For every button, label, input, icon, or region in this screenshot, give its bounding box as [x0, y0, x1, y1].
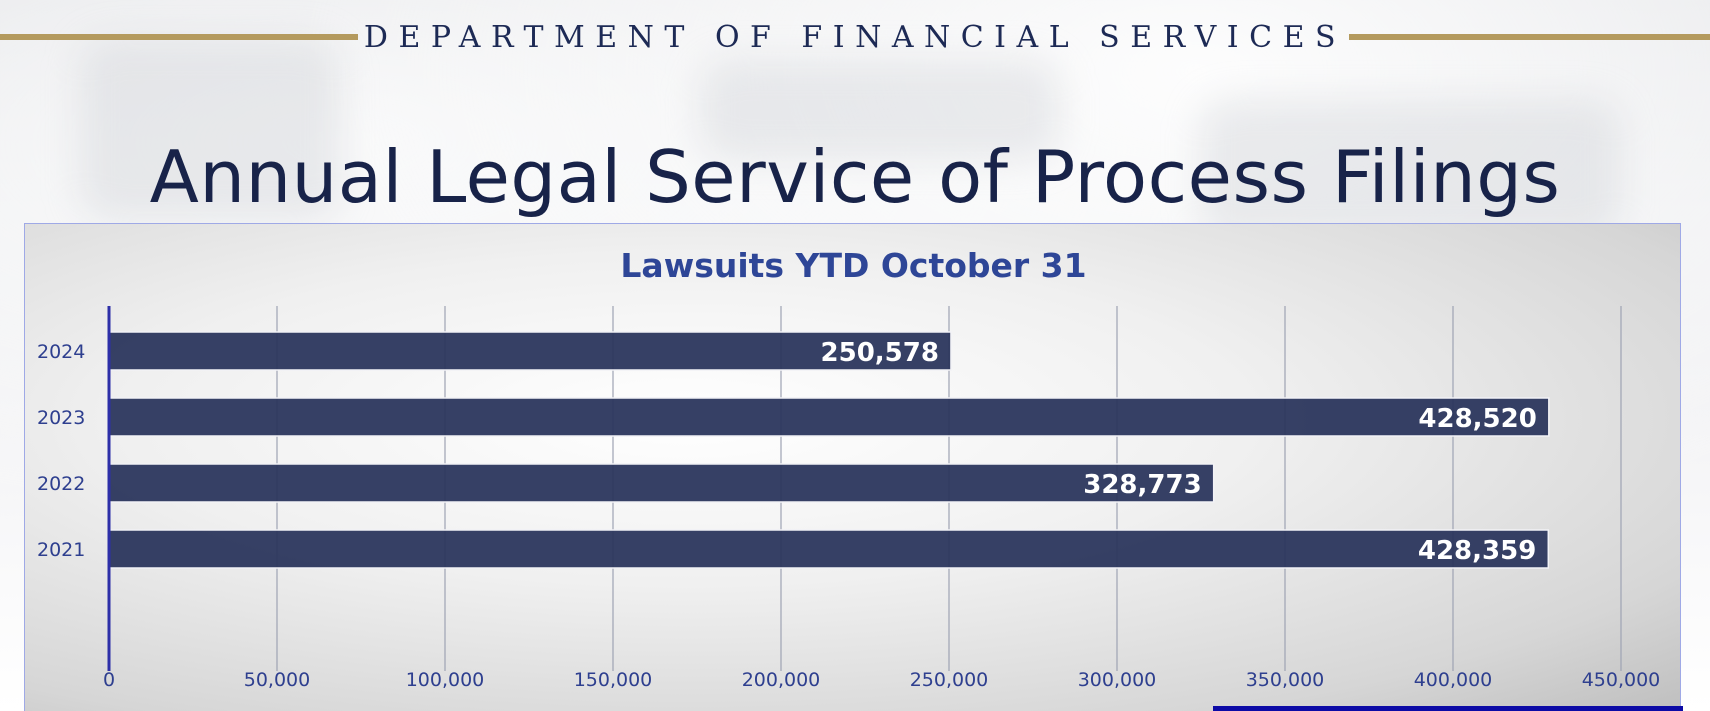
bar-2022: [108, 463, 1215, 503]
data-label: 428,359: [1418, 536, 1536, 566]
page-title: Annual Legal Service of Process Filings: [149, 135, 1561, 219]
bar-chart: 0 50,000 100,000 150,000 200,000 250,000 300,0…: [37, 306, 1661, 691]
header-rule-right: [1349, 34, 1710, 40]
chart-title: Lawsuits YTD October 31: [620, 246, 1087, 285]
x-tick-label: 200,000: [742, 669, 821, 691]
x-tick-label: 300,000: [1078, 669, 1157, 691]
x-tick-label: 350,000: [1246, 669, 1325, 691]
x-tick-label: 450,000: [1582, 669, 1661, 691]
y-tick-label: 2023: [37, 407, 85, 429]
x-tick-label: 150,000: [574, 669, 653, 691]
y-tick-label: 2024: [37, 341, 85, 363]
x-tick-label: 0: [103, 669, 115, 691]
x-tick-label: 100,000: [406, 669, 485, 691]
accent-bar: [1213, 706, 1683, 711]
background-shape: [1200, 100, 1620, 240]
background-shape: [80, 40, 340, 220]
y-tick-label: 2022: [37, 473, 85, 495]
data-label: 328,773: [1083, 470, 1201, 500]
y-tick-label: 2021: [37, 539, 85, 561]
department-name: DEPARTMENT OF FINANCIAL SERVICES: [363, 20, 1347, 55]
chart-panel: 0 50,000 100,000 150,000 200,000 250,000 300,0…: [24, 223, 1681, 711]
x-tick-label: 400,000: [1414, 669, 1493, 691]
x-tick-label: 250,000: [910, 669, 989, 691]
background-shape: [700, 60, 1060, 160]
data-label: 428,520: [1418, 404, 1536, 434]
data-label: 250,578: [821, 338, 939, 368]
bar-2023: [108, 397, 1550, 437]
bar-2021: [108, 529, 1550, 569]
header-rule-left: [0, 34, 358, 40]
x-tick-label: 50,000: [244, 669, 310, 691]
